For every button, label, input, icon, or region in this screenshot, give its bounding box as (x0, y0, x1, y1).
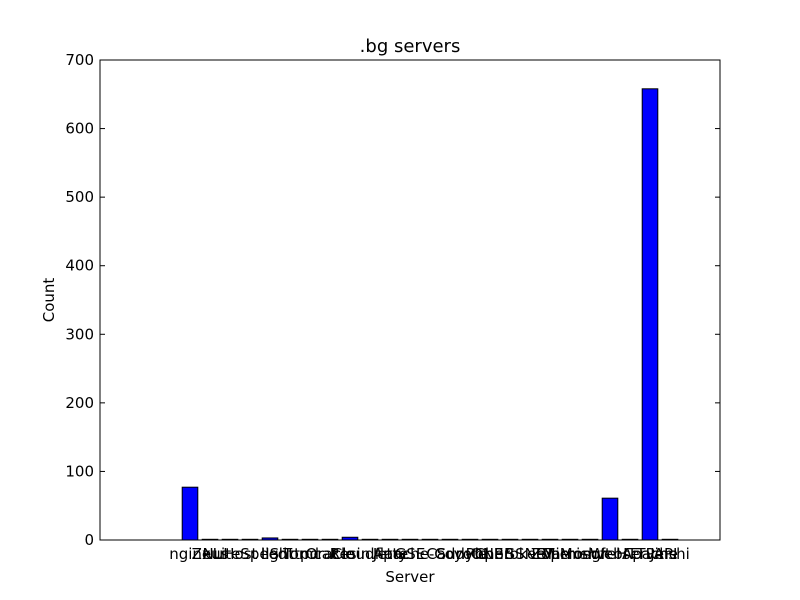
y-tick-label: 300 (65, 325, 94, 343)
bar-NuHost (182, 487, 198, 540)
y-tick-label: 0 (84, 531, 94, 549)
y-tick-label: 400 (65, 257, 94, 275)
y-tick-label: 500 (65, 188, 94, 206)
bars-group (182, 89, 678, 540)
x-axis-label: Server (385, 568, 435, 586)
x-tick-label: Jinshi (649, 545, 690, 563)
y-tick-label: 200 (65, 394, 94, 412)
bar-Apache (642, 89, 658, 540)
y-tick-label: 100 (65, 462, 94, 480)
bar-Webserver (602, 498, 618, 540)
y-axis-label: Count (40, 278, 58, 323)
y-axis-ticks: 0 100 200 300 400 500 600 700 (65, 51, 720, 549)
y-tick-label: 700 (65, 51, 94, 69)
chart-title: .bg servers (360, 36, 461, 57)
plot-frame (100, 60, 720, 540)
x-axis-ticks: nginxZeusNuHostLiteSpeedIISlighttpdTomca… (169, 545, 690, 563)
y-tick-label: 600 (65, 120, 94, 138)
